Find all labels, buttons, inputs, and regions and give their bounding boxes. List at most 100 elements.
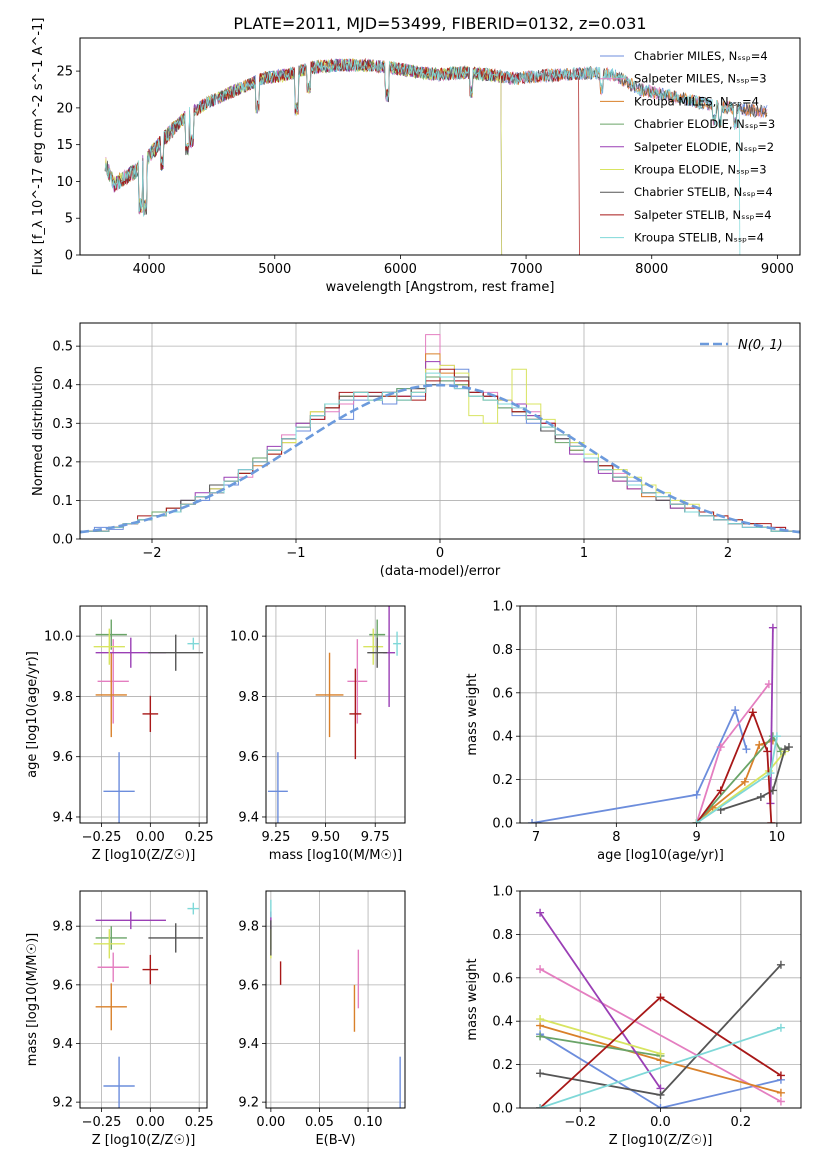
y-tick-label: 9.8 — [238, 920, 259, 935]
y-tick-label: 20 — [56, 101, 73, 116]
y-tick-label: 1.0 — [492, 600, 513, 615]
x-tick-label: 9000 — [761, 262, 794, 277]
y-tick-label: 0.2 — [492, 773, 513, 788]
weight-marker — [780, 745, 789, 754]
y-tick-label: 0.4 — [492, 1015, 513, 1030]
x-tick-label: 0.05 — [305, 1115, 334, 1130]
x-tick-label: 7000 — [510, 262, 543, 277]
weight-marker — [528, 819, 537, 823]
y-tick-label: 0.0 — [52, 533, 73, 548]
plot-area — [267, 606, 402, 823]
x-axis-label: age [log10(age/yr)] — [597, 848, 724, 863]
legend-entry: Chabrier ELODIE, Nₛₛₚ=3 — [634, 117, 775, 131]
x-tick-label: 5000 — [258, 262, 291, 277]
y-tick-label: 1.0 — [492, 885, 513, 900]
weight-marker — [536, 1069, 545, 1078]
y-tick-label: 10.0 — [44, 630, 73, 645]
weight-marker — [536, 965, 545, 974]
weight-marker — [784, 743, 793, 752]
y-tick-label: 9.6 — [238, 978, 259, 993]
legend-entry: Kroupa STELIB, Nₛₛₚ=4 — [634, 231, 764, 245]
y-tick-label: 0.2 — [492, 1058, 513, 1073]
legend-entry: Chabrier STELIB, Nₛₛₚ=4 — [634, 185, 773, 199]
weight-line — [769, 627, 774, 804]
y-tick-label: 9.6 — [52, 978, 73, 993]
panel-residual_histogram: −2 −1 0 1 2 0.0 0.1 0.2 0.3 0.4 0.5 (data-model)/er… — [31, 322, 801, 579]
weight-marker — [776, 1023, 785, 1032]
y-tick-label: 9.8 — [52, 920, 73, 935]
weight-marker — [716, 743, 725, 752]
weight-marker — [656, 993, 665, 1002]
y-tick-label: 0.0 — [492, 817, 513, 832]
x-tick-label: −0.25 — [82, 830, 122, 845]
x-axis-label: mass [log10(M/M☉)] — [269, 848, 402, 863]
x-tick-label: 8000 — [635, 262, 668, 277]
plot-area — [536, 908, 785, 1108]
spectrum-line — [104, 58, 768, 255]
y-tick-label: 0.1 — [52, 494, 73, 509]
y-tick-label: 0.0 — [492, 1102, 513, 1117]
x-tick-label: 0.25 — [185, 830, 214, 845]
y-tick-label: 0.6 — [492, 686, 513, 701]
x-tick-label: 6000 — [384, 262, 417, 277]
y-tick-label: 0.8 — [492, 643, 513, 658]
y-tick-label: 0.4 — [492, 730, 513, 745]
x-tick-label: −0.2 — [564, 1115, 596, 1130]
weight-marker — [776, 960, 785, 969]
weight-line — [539, 1035, 661, 1057]
x-tick-label: 1 — [580, 546, 588, 561]
x-axis-label: Z [log10(Z/Z☉)] — [92, 1133, 196, 1148]
weight-marker — [536, 1015, 545, 1024]
legend-entry: Salpeter MILES, Nₛₛₚ=3 — [634, 72, 767, 86]
axes-frame — [265, 890, 406, 1109]
x-tick-label: 0 — [436, 546, 444, 561]
weight-marker — [748, 708, 757, 717]
y-tick-label: 9.6 — [52, 750, 73, 765]
x-tick-label: 10 — [769, 830, 786, 845]
y-tick-label: 9.4 — [52, 810, 73, 825]
plot-area — [104, 57, 768, 255]
weight-marker — [776, 1097, 785, 1106]
legend-entry: Chabrier MILES, Nₛₛₚ=4 — [634, 49, 768, 63]
weight-marker — [536, 1032, 545, 1041]
weight-marker — [755, 740, 764, 749]
axes-frame — [79, 322, 801, 540]
plot-area — [270, 899, 401, 1108]
y-tick-label: 0.6 — [492, 971, 513, 986]
x-tick-label: 0.25 — [185, 1115, 214, 1130]
y-tick-label: 9.4 — [52, 1037, 73, 1052]
y-tick-label: 5 — [65, 212, 73, 227]
legend-entry: Kroupa ELODIE, Nₛₛₚ=3 — [634, 163, 767, 177]
weight-marker — [766, 769, 775, 778]
plot-area — [80, 334, 800, 534]
x-axis-label: Z [log10(Z/Z☉)] — [609, 1133, 713, 1148]
plot-area — [93, 619, 204, 823]
x-tick-label: 4000 — [133, 262, 166, 277]
panel-mass_vs_age: 9.25 9.50 9.75 9.4 9.6 9.8 10.0 mass [log10(M/M… — [230, 605, 406, 863]
weight-marker — [772, 732, 781, 741]
y-tick-label: 0.5 — [52, 340, 73, 355]
legend: Chabrier MILES, Nₛₛₚ=4 Salpeter MILES, Nₛ… — [600, 49, 775, 245]
spectrum-line — [104, 57, 768, 255]
x-tick-label: 0.00 — [136, 830, 165, 845]
legend-entry: Salpeter STELIB, Nₛₛₚ=4 — [634, 208, 772, 222]
x-axis-label: (data-model)/error — [380, 564, 501, 579]
panel-z_vs_mass: −0.25 0.00 0.25 9.2 9.4 9.6 9.8 Z [log10(Z/Z☉)]… — [25, 890, 214, 1148]
x-tick-label: 9.75 — [361, 830, 390, 845]
x-tick-label: 0.00 — [256, 1115, 285, 1130]
axes-frame — [79, 37, 801, 256]
panel-z_vs_age: −0.25 0.00 0.25 9.4 9.6 9.8 10.0 Z [log10(Z/Z☉)… — [25, 605, 214, 863]
plot-area — [528, 623, 793, 823]
weight-line — [539, 1018, 661, 1055]
legend-entry: Kroupa MILES, Nₛₛₚ=4 — [634, 94, 759, 108]
axes-frame — [265, 605, 406, 824]
y-tick-label: 9.8 — [52, 690, 73, 705]
normal-curve — [80, 383, 800, 534]
x-tick-label: 0.0 — [650, 1115, 671, 1130]
x-tick-label: 0.10 — [354, 1115, 383, 1130]
x-tick-label: −2 — [142, 546, 161, 561]
axes-frame — [519, 605, 802, 824]
weight-marker — [763, 747, 772, 756]
y-tick-label: 9.6 — [238, 750, 259, 765]
